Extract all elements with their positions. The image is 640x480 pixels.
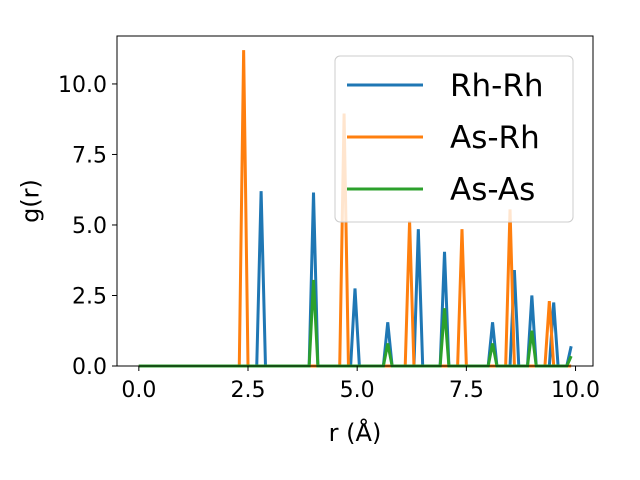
y-tick-label: 7.5 <box>72 143 107 168</box>
y-tick-label: 0.0 <box>72 355 107 380</box>
series-line-as-as <box>138 279 573 368</box>
legend: Rh-Rh As-Rh As-As <box>334 55 574 223</box>
x-tick-label: 10.0 <box>551 378 600 403</box>
legend-label: As-Rh <box>450 120 540 156</box>
y-axis-label: g(r) <box>16 179 44 223</box>
x-tick-label: 0.0 <box>121 378 156 403</box>
x-tick-label: 7.5 <box>449 378 484 403</box>
x-axis-ticks: 0.0 2.5 5.0 7.5 10.0 <box>121 366 600 403</box>
y-tick-label: 10.0 <box>58 73 107 98</box>
legend-box <box>334 55 574 223</box>
plot-frame <box>116 35 594 367</box>
y-axis-ticks: 0.0 2.5 5.0 7.5 10.0 <box>58 73 117 380</box>
legend-label: Rh-Rh <box>450 68 544 104</box>
y-tick-label: 2.5 <box>72 284 107 309</box>
x-tick-label: 5.0 <box>340 378 375 403</box>
legend-label: As-As <box>450 172 535 208</box>
y-tick-label: 5.0 <box>72 214 107 239</box>
x-axis-label: r (Å) <box>329 418 382 447</box>
x-tick-label: 2.5 <box>231 378 266 403</box>
